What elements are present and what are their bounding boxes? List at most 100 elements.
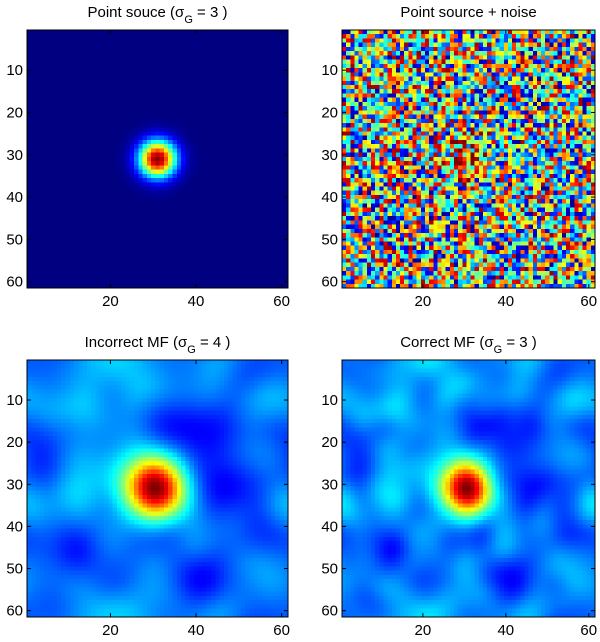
heatmap-cell xyxy=(181,139,186,145)
heatmap-cell xyxy=(232,101,238,107)
heatmap-cell xyxy=(371,110,376,116)
heatmap-cell xyxy=(151,241,156,247)
heatmap-cell xyxy=(35,139,41,145)
heatmap-cell xyxy=(193,258,199,264)
heatmap-cell xyxy=(116,271,122,276)
heatmap-cell xyxy=(129,63,135,69)
heatmap-cell xyxy=(104,89,109,94)
heatmap-cell xyxy=(279,93,285,99)
heatmap-cell xyxy=(366,89,372,94)
heatmap-cell xyxy=(99,38,105,44)
heatmap-cell xyxy=(69,84,75,90)
y-tick-label: 40 xyxy=(6,189,23,206)
heatmap-cell xyxy=(266,190,272,196)
heatmap-cell xyxy=(395,110,401,116)
heatmap-cell xyxy=(86,233,92,238)
heatmap-cell xyxy=(86,194,92,200)
heatmap-cell xyxy=(262,161,268,166)
heatmap-cell xyxy=(574,72,579,78)
heatmap-cell xyxy=(223,182,229,187)
heatmap-cell xyxy=(104,169,109,175)
heatmap-cell xyxy=(441,80,447,86)
heatmap-cell xyxy=(249,279,255,285)
heatmap-cell xyxy=(78,144,84,149)
heatmap-cell xyxy=(219,93,225,99)
heatmap-cell xyxy=(223,131,229,137)
heatmap-cell xyxy=(541,68,546,73)
heatmap-cell xyxy=(82,178,88,183)
heatmap-cell xyxy=(210,123,216,128)
heatmap-cell xyxy=(499,72,505,78)
heatmap-cell xyxy=(412,89,418,94)
heatmap-cell xyxy=(362,76,368,82)
heatmap-cell xyxy=(478,72,484,78)
heatmap-cell xyxy=(232,55,238,61)
heatmap-cell xyxy=(565,55,571,61)
heatmap-cell xyxy=(142,152,148,158)
heatmap-cell xyxy=(249,42,255,48)
heatmap-cell xyxy=(86,283,92,289)
heatmap-cell xyxy=(121,139,126,145)
heatmap-cell xyxy=(249,34,255,39)
heatmap-cell xyxy=(185,182,191,187)
heatmap-cell xyxy=(215,80,221,86)
heatmap-cell xyxy=(129,203,135,209)
heatmap-cell xyxy=(453,106,459,111)
heatmap-cell xyxy=(512,59,517,65)
heatmap-cell xyxy=(553,46,559,52)
heatmap-cell xyxy=(121,135,126,141)
heatmap-cell xyxy=(185,118,191,124)
heatmap-cell xyxy=(61,220,67,226)
heatmap-cell xyxy=(270,84,276,90)
heatmap-cell xyxy=(433,68,438,73)
heatmap-cell xyxy=(262,114,268,120)
heatmap-cell xyxy=(172,211,178,217)
heatmap-cell xyxy=(240,80,246,86)
heatmap-cell xyxy=(275,182,280,187)
heatmap-cell xyxy=(495,42,501,48)
heatmap-cell xyxy=(27,135,32,141)
heatmap-cell xyxy=(133,30,139,35)
heatmap-cell xyxy=(146,258,152,264)
heatmap-cell xyxy=(125,59,131,65)
heatmap-cell xyxy=(69,190,75,196)
heatmap-cell xyxy=(223,30,229,35)
heatmap-cell xyxy=(112,266,118,272)
heatmap-cell xyxy=(138,241,144,247)
heatmap-cell xyxy=(474,76,480,82)
heatmap-cell xyxy=(44,106,49,111)
heatmap-cell xyxy=(283,89,289,94)
heatmap-cell xyxy=(283,123,289,128)
heatmap-cell xyxy=(215,144,221,149)
heatmap-cell xyxy=(65,254,71,259)
heatmap-cell xyxy=(586,55,592,61)
heatmap-cell xyxy=(65,97,71,103)
heatmap-cell xyxy=(48,258,54,264)
heatmap-cell xyxy=(61,84,67,90)
heatmap-cell xyxy=(553,30,559,35)
heatmap-cell xyxy=(253,228,259,234)
heatmap-cell xyxy=(112,42,118,48)
heatmap-cell xyxy=(168,173,173,179)
heatmap-cell xyxy=(56,275,62,281)
heatmap-cell xyxy=(466,46,472,52)
heatmap-cell xyxy=(561,42,567,48)
heatmap-cell xyxy=(483,72,488,78)
heatmap-cell xyxy=(387,80,393,86)
heatmap-cell xyxy=(146,254,152,259)
heatmap-cell xyxy=(561,97,567,103)
heatmap-cell xyxy=(206,80,212,86)
heatmap-cell xyxy=(275,258,280,264)
heatmap-cell xyxy=(545,76,550,82)
heatmap-cell xyxy=(82,114,88,120)
heatmap-cell xyxy=(74,89,79,94)
heatmap-cell xyxy=(561,93,567,99)
heatmap-cell xyxy=(553,101,559,107)
heatmap-cell xyxy=(133,173,139,179)
heatmap-cell xyxy=(262,63,268,69)
heatmap-cell xyxy=(185,76,191,82)
heatmap-cell xyxy=(78,258,84,264)
heatmap-cell xyxy=(112,224,118,230)
heatmap-cell xyxy=(236,161,242,166)
heatmap-cell xyxy=(39,123,45,128)
